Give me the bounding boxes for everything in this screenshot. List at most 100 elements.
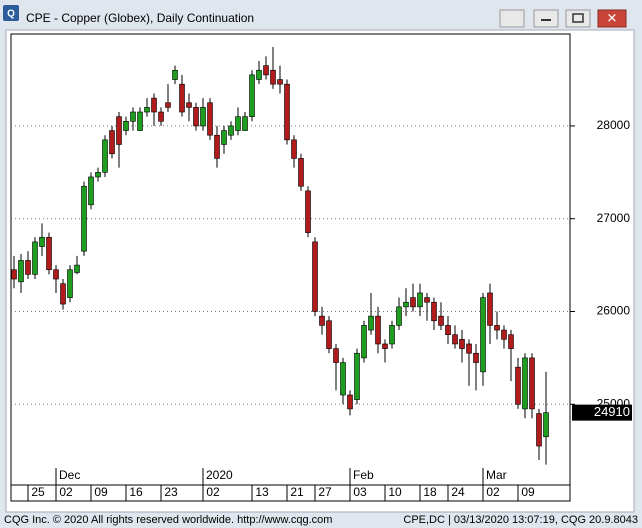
candle-body	[200, 107, 206, 127]
candle-body	[102, 139, 108, 173]
candle-body	[424, 297, 430, 303]
candle-body	[144, 107, 150, 113]
x-tick-label: 23	[164, 485, 178, 499]
candle-body	[81, 185, 87, 252]
candle-body	[11, 269, 17, 280]
candle-body	[494, 325, 500, 331]
candle-body	[487, 292, 493, 326]
candle-body	[235, 116, 241, 131]
candle-body	[459, 339, 465, 349]
x-tick-label: 10	[388, 485, 402, 499]
candle-body	[32, 241, 38, 275]
x-tick-label: 02	[59, 485, 73, 499]
candle-body	[375, 315, 381, 345]
x-tick-label: 03	[353, 485, 367, 499]
candle-body	[543, 412, 549, 438]
candle-body	[480, 297, 486, 373]
app-icon	[3, 5, 19, 21]
candle-body	[123, 120, 129, 131]
y-tick-label: 26000	[597, 304, 631, 318]
candle-body	[18, 260, 24, 283]
y-tick-label: 28000	[597, 118, 631, 132]
last-price-label: 24910	[594, 404, 630, 419]
candle-body	[53, 269, 59, 280]
candle-body	[46, 236, 52, 271]
month-label: Mar	[486, 468, 507, 482]
footer-left: CQG Inc. © 2020 All rights reserved worl…	[4, 514, 332, 526]
last-price-box	[572, 404, 632, 421]
candle-body	[522, 357, 528, 410]
candle-body	[179, 83, 185, 113]
candle-body	[228, 125, 234, 136]
candle-body	[347, 394, 353, 410]
link-button[interactable]	[499, 9, 525, 28]
candle-body	[172, 69, 178, 80]
candle-body	[221, 130, 227, 145]
candle-body	[319, 315, 325, 326]
candle-body	[354, 352, 360, 400]
close-button[interactable]	[597, 9, 627, 28]
month-label: 2020	[206, 468, 233, 482]
candle-body	[410, 297, 416, 308]
candle-body	[529, 357, 535, 410]
candle-body	[298, 158, 304, 187]
candle-body	[291, 139, 297, 159]
candle-body	[312, 241, 318, 312]
candle-body	[284, 83, 290, 141]
candle-body	[361, 325, 367, 359]
candle-body	[270, 69, 276, 85]
candle-body	[305, 190, 311, 233]
x-tick-label: 18	[423, 485, 437, 499]
candle-body	[466, 343, 472, 354]
minimize-button[interactable]	[533, 9, 559, 28]
date-row	[10, 484, 571, 502]
x-tick-label: 21	[290, 485, 304, 499]
candle-body	[214, 134, 220, 159]
candle-body	[389, 325, 395, 345]
x-tick-label: 25	[31, 485, 45, 499]
window-title: CPE - Copper (Globex), Daily Continuatio…	[26, 11, 254, 25]
candle-body	[256, 69, 262, 80]
x-tick-label: 02	[486, 485, 500, 499]
x-tick-label: 24	[451, 485, 465, 499]
app-icon-glyph: Q	[7, 9, 15, 20]
candle-body	[473, 352, 479, 363]
candle-body	[515, 366, 521, 405]
x-tick-label: 27	[318, 485, 332, 499]
y-tick-label: 27000	[597, 211, 631, 225]
candle-body	[67, 269, 73, 298]
candle-body	[39, 236, 45, 247]
candle-body	[536, 413, 542, 447]
candle-body	[396, 306, 402, 326]
month-label: Feb	[353, 468, 374, 482]
close-glyph: ✕	[607, 10, 618, 25]
x-tick-label: 13	[255, 485, 269, 499]
candle-body	[95, 172, 101, 178]
candle-body	[431, 301, 437, 322]
candle-body	[445, 325, 451, 335]
candle-body	[340, 362, 346, 396]
candle-body	[263, 65, 269, 76]
footer-right: CPE,DC | 03/13/2020 13:07:19, CQG 20.9.8…	[403, 514, 638, 526]
candle-body	[165, 102, 171, 108]
candle-body	[249, 74, 255, 117]
x-tick-label: 02	[206, 485, 220, 499]
candle-body	[277, 79, 283, 85]
candle-body	[368, 315, 374, 331]
candle-body	[88, 176, 94, 206]
candle-body	[193, 107, 199, 127]
candle-body	[74, 264, 80, 273]
candle-body	[452, 334, 458, 345]
candle-body	[501, 329, 507, 340]
candle-body	[417, 292, 423, 308]
x-tick-label: 16	[129, 485, 143, 499]
maximize-button[interactable]	[565, 9, 591, 28]
candle-body	[109, 130, 115, 155]
candle-body	[382, 343, 388, 349]
plot-area	[10, 33, 571, 486]
candle-body	[207, 102, 213, 136]
candle-body	[508, 334, 514, 349]
candle-body	[326, 320, 332, 349]
